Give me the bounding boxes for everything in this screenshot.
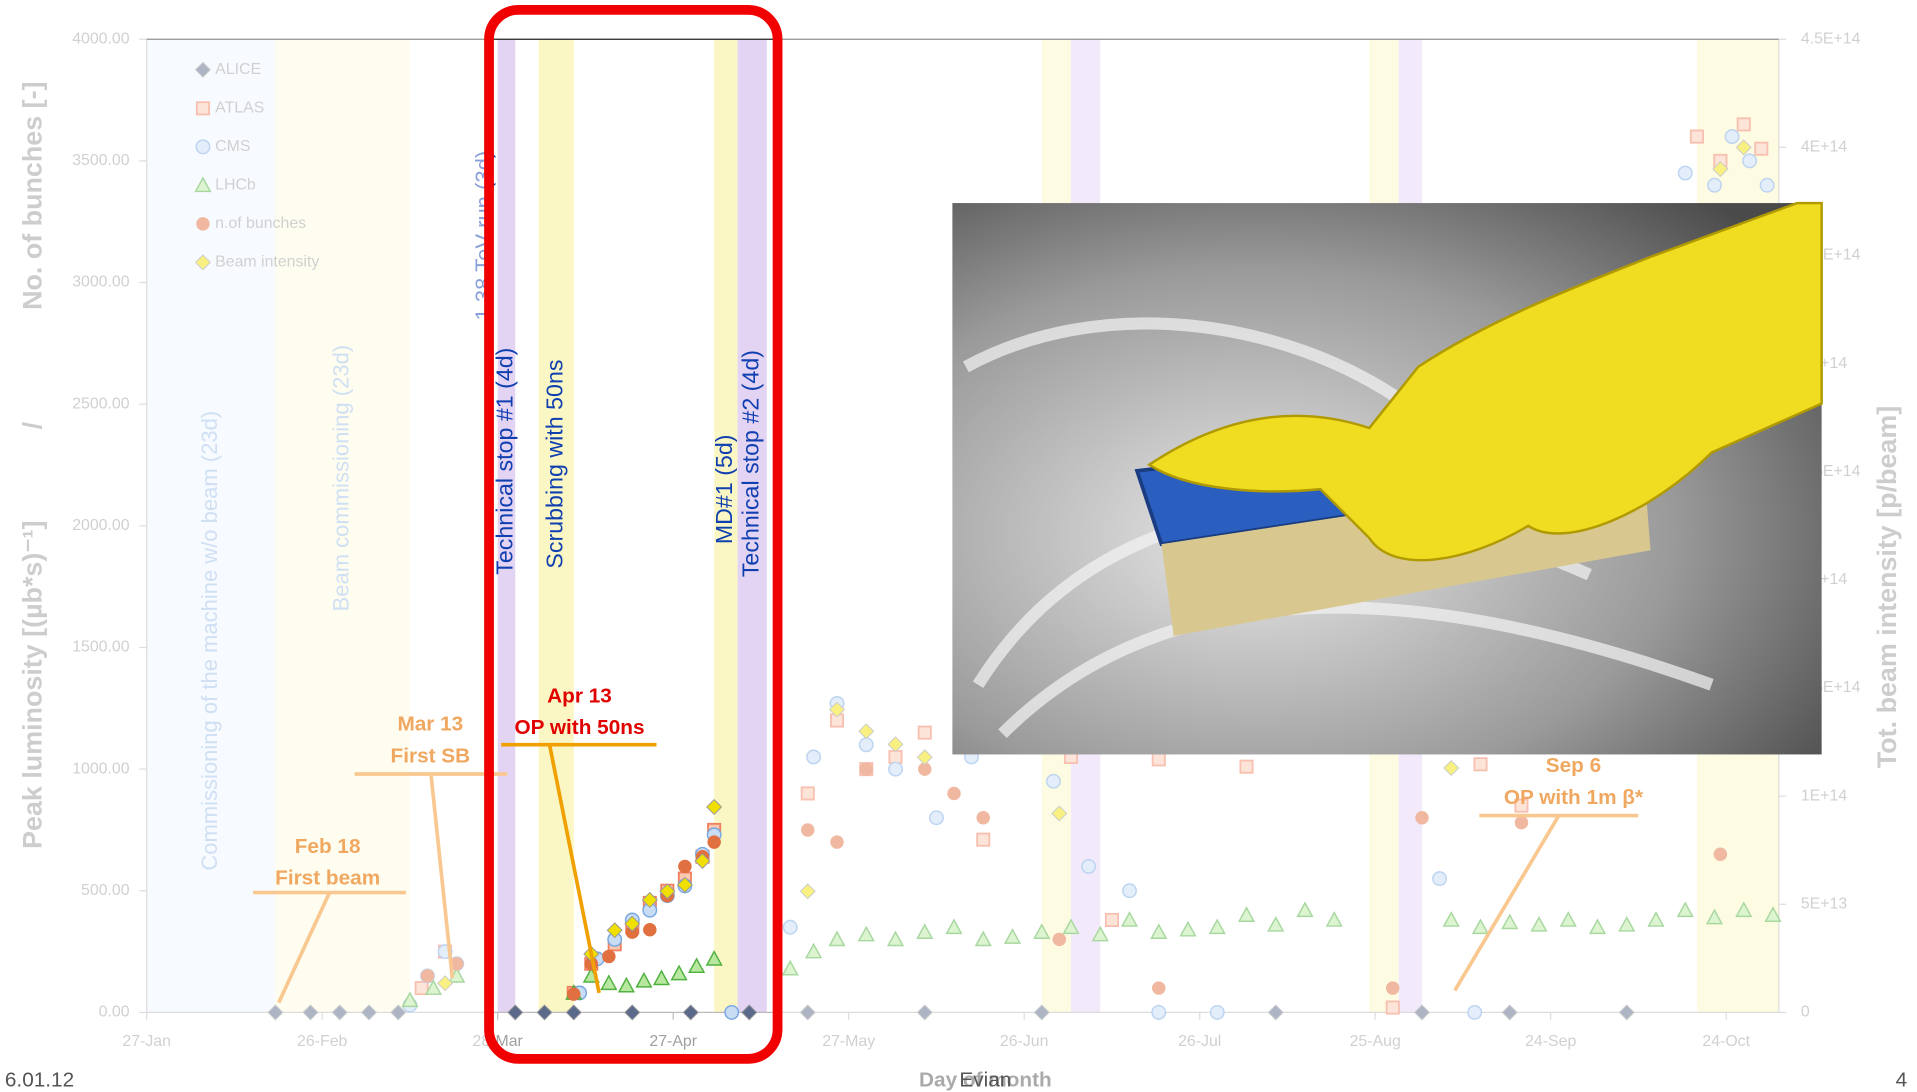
period-label: MD#1 (5d) bbox=[711, 434, 737, 544]
x-tick-label: 27-Apr bbox=[649, 1033, 697, 1050]
annotation-leader bbox=[547, 744, 601, 994]
annotation-text: First beam bbox=[275, 867, 380, 890]
footer-date: 6.01.12 bbox=[5, 1068, 74, 1091]
point bbox=[706, 798, 723, 815]
point bbox=[624, 1004, 641, 1021]
annotation-leader bbox=[429, 773, 455, 979]
point bbox=[652, 969, 671, 986]
shaded-period bbox=[737, 39, 767, 1013]
point bbox=[659, 883, 676, 900]
photo bbox=[952, 201, 1823, 755]
annotations: Feb 18 First beam Mar 13 First SB Apr 13 OP w… bbox=[253, 684, 1644, 1004]
annotation-text: First SB bbox=[391, 744, 471, 767]
annotation-text: Mar 13 bbox=[397, 713, 463, 736]
point bbox=[602, 949, 616, 964]
fade-overlay bbox=[0, 0, 487, 1070]
point bbox=[741, 1004, 758, 1021]
annotation-text: Sep 6 bbox=[1546, 754, 1601, 777]
point bbox=[688, 957, 706, 974]
point bbox=[536, 1004, 553, 1021]
annotation-leader bbox=[1453, 814, 1561, 992]
point bbox=[606, 922, 623, 939]
period-label: Technical stop #2 (4d) bbox=[737, 350, 763, 577]
point bbox=[625, 925, 639, 939]
x-axis-title: Day of month bbox=[919, 1068, 1052, 1091]
point bbox=[600, 974, 618, 991]
point bbox=[567, 987, 581, 1001]
point bbox=[635, 971, 653, 988]
point bbox=[682, 1004, 699, 1021]
footer-page: 4 bbox=[1896, 1068, 1908, 1091]
shaded-period bbox=[497, 39, 516, 1013]
period-label: Technical stop #1 (4d) bbox=[492, 348, 518, 575]
highlight-box bbox=[484, 5, 783, 1064]
annotation-leader bbox=[277, 891, 332, 1004]
point bbox=[565, 1004, 582, 1021]
point bbox=[507, 1004, 524, 1021]
annotation-text: Apr 13 bbox=[547, 684, 612, 707]
point bbox=[641, 891, 658, 908]
point bbox=[676, 876, 693, 893]
point bbox=[724, 1004, 740, 1020]
annotation-text: OP with 50ns bbox=[514, 716, 644, 739]
shaded-period bbox=[538, 39, 574, 1013]
point bbox=[705, 950, 723, 966]
point bbox=[624, 915, 641, 932]
point bbox=[707, 835, 721, 849]
period-label: Scrubbing with 50ns bbox=[541, 360, 567, 569]
shaded-period bbox=[714, 39, 738, 1013]
glove bbox=[1147, 201, 1823, 562]
annotation-text: OP with 1m β* bbox=[1504, 786, 1644, 809]
point bbox=[617, 976, 635, 993]
point bbox=[694, 853, 711, 870]
annotation-text: Feb 18 bbox=[295, 835, 361, 858]
footer-place: Evian bbox=[959, 1068, 1011, 1091]
point bbox=[678, 859, 692, 874]
point bbox=[670, 964, 688, 981]
point bbox=[643, 922, 657, 937]
